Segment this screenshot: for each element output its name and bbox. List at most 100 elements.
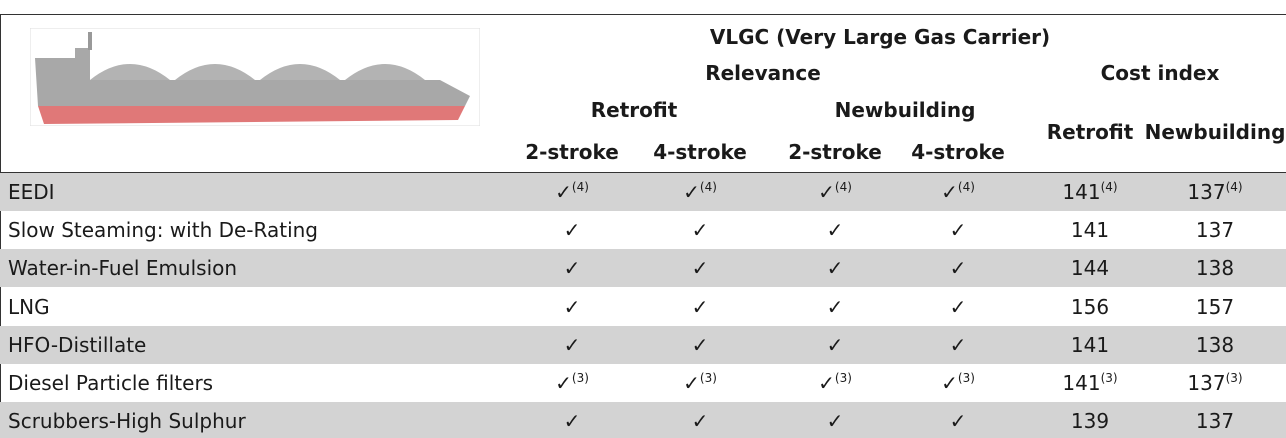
group-header: Cost index	[1100, 61, 1220, 85]
table-cell: ✓	[691, 409, 709, 434]
tanks	[90, 64, 425, 80]
footnote-ref: (4)	[1225, 180, 1243, 194]
table-cell: 141(3)	[1062, 371, 1117, 395]
footnote-ref: (4)	[1100, 180, 1118, 194]
footnote-ref: (3)	[1100, 371, 1118, 385]
table-row: EEDI ✓(4) ✓(4) ✓(4) ✓(4) 141(4) 137(4)	[0, 173, 1286, 211]
table-row: LNG ✓ ✓ ✓ ✓ 156 157	[0, 288, 1286, 326]
table-cell: ✓	[826, 332, 844, 357]
table-cell: ✓	[826, 409, 844, 434]
table-cell: 157	[1195, 294, 1235, 319]
cell-value: ✓	[555, 371, 572, 395]
table-row: Water-in-Fuel Emulsion ✓ ✓ ✓ ✓ 144 138	[0, 249, 1286, 288]
cell-value: 141	[1062, 371, 1101, 395]
table-cell: 137(4)	[1187, 180, 1242, 204]
row-label: HFO-Distillate	[8, 332, 147, 357]
table-row: Diesel Particle filters ✓(3) ✓(3) ✓(3) ✓(3) 1…	[0, 364, 1286, 402]
table-cell: ✓(4)	[941, 180, 975, 204]
subgroup-header: Retrofit	[590, 98, 678, 122]
column-header: 2-stroke	[788, 140, 882, 164]
column-header: 2-stroke	[525, 140, 619, 164]
ship-illustration	[30, 28, 480, 126]
table-cell: ✓	[949, 256, 967, 281]
left-rule	[0, 14, 1, 438]
hull-lower	[38, 106, 465, 124]
footnote-ref: (3)	[957, 371, 975, 385]
table-cell: ✓	[826, 294, 844, 319]
table-cell: ✓	[563, 332, 581, 357]
table-cell: 138	[1195, 256, 1235, 281]
table-cell: 137	[1195, 218, 1235, 243]
column-header: Newbuilding	[1144, 120, 1286, 144]
table-cell: 137(3)	[1187, 371, 1242, 395]
table-cell: ✓	[563, 409, 581, 434]
subgroup-header: Newbuilding	[834, 98, 976, 122]
footnote-ref: (4)	[699, 180, 717, 194]
column-header: 4-stroke	[911, 140, 1005, 164]
table-cell: ✓(4)	[818, 180, 852, 204]
table-cell: ✓	[826, 256, 844, 281]
table-cell: 156	[1070, 294, 1110, 319]
table-cell: ✓	[691, 256, 709, 281]
cell-value: 141	[1062, 180, 1101, 204]
footnote-ref: (3)	[834, 371, 852, 385]
hull-upper	[35, 48, 470, 106]
table-cell: 139	[1070, 409, 1110, 434]
table-cell: ✓	[949, 409, 967, 434]
header-rule	[0, 172, 1286, 173]
row-label: Slow Steaming: with De-Rating	[8, 218, 318, 243]
table-cell: ✓	[691, 218, 709, 243]
table-cell: ✓	[691, 294, 709, 319]
footnote-ref: (4)	[834, 180, 852, 194]
table-cell: ✓	[691, 332, 709, 357]
row-label: LNG	[8, 294, 50, 319]
footnote-ref: (4)	[957, 180, 975, 194]
header-title: VLGC (Very Large Gas Carrier)	[709, 25, 1051, 49]
cell-value: ✓	[818, 180, 835, 204]
row-label: Scrubbers-High Sulphur	[8, 409, 246, 434]
table-row: HFO-Distillate ✓ ✓ ✓ ✓ 141 138	[0, 325, 1286, 364]
table-cell: ✓(4)	[683, 180, 717, 204]
footnote-ref: (3)	[699, 371, 717, 385]
table-row: Slow Steaming: with De-Rating ✓ ✓ ✓ ✓ 141 137	[0, 211, 1286, 249]
cell-value: ✓	[941, 371, 958, 395]
column-header: 4-stroke	[653, 140, 747, 164]
table-cell: 141	[1070, 218, 1110, 243]
top-rule	[0, 14, 1286, 15]
table-cell: ✓	[563, 294, 581, 319]
group-header: Relevance	[705, 61, 821, 85]
table-cell: ✓	[949, 332, 967, 357]
table-row: Scrubbers-High Sulphur ✓ ✓ ✓ ✓ 139 137	[0, 402, 1286, 438]
table-cell: ✓	[563, 218, 581, 243]
table-cell: ✓(3)	[941, 371, 975, 395]
cell-value: ✓	[941, 180, 958, 204]
column-header: Retrofit	[1046, 120, 1134, 144]
table-cell: ✓(3)	[818, 371, 852, 395]
table-cell: 144	[1070, 256, 1110, 281]
table-cell: ✓	[563, 256, 581, 281]
footnote-ref: (4)	[571, 180, 589, 194]
table-cell: ✓	[949, 294, 967, 319]
table-cell: ✓(4)	[555, 180, 589, 204]
row-label: EEDI	[8, 180, 55, 204]
row-label: Diesel Particle filters	[8, 371, 214, 395]
table-cell: 138	[1195, 332, 1235, 357]
cell-value: 137	[1187, 371, 1226, 395]
row-label: Water-in-Fuel Emulsion	[8, 256, 238, 281]
footnote-ref: (3)	[1225, 371, 1243, 385]
table-cell: 141(4)	[1062, 180, 1117, 204]
cell-value: 137	[1187, 180, 1226, 204]
cell-value: ✓	[683, 180, 700, 204]
cell-value: ✓	[683, 371, 700, 395]
footnote-ref: (3)	[571, 371, 589, 385]
table-cell: 137	[1195, 409, 1235, 434]
table-cell: 141	[1070, 332, 1110, 357]
mast	[88, 32, 92, 50]
table-cell: ✓	[949, 218, 967, 243]
cell-value: ✓	[818, 371, 835, 395]
table-cell: ✓(3)	[683, 371, 717, 395]
table-cell: ✓	[826, 218, 844, 243]
table-cell: ✓(3)	[555, 371, 589, 395]
cell-value: ✓	[555, 180, 572, 204]
